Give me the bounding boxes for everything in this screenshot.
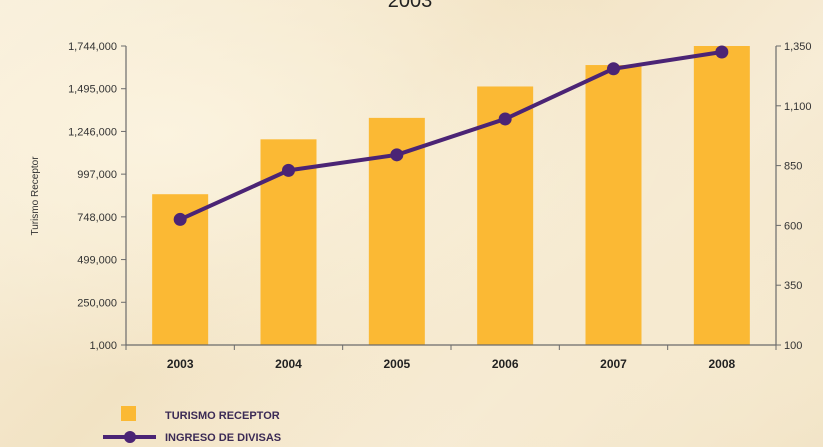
x-category-label: 2004: [275, 357, 302, 371]
axes-group: [121, 45, 781, 350]
left-tick-label: 499,000: [77, 255, 117, 267]
left-tick-label: 1,246,000: [68, 126, 117, 138]
tick-labels-group: 1,744,000 1,495,000 1,246,000 997,000 748,00…: [68, 41, 811, 371]
left-tick-label: 997,000: [77, 169, 117, 181]
right-tick-label: 350: [784, 280, 802, 292]
left-tick-label: 250,000: [77, 297, 117, 309]
bar-series-group: [152, 46, 750, 345]
right-tick-label: 600: [784, 220, 802, 232]
line-point-2008: [715, 45, 729, 59]
x-category-label: 2006: [492, 357, 519, 371]
line-point-2006: [498, 112, 512, 126]
right-tick-label: 100: [784, 340, 802, 352]
line-point-2007: [607, 62, 620, 76]
bar-2006: [477, 86, 534, 345]
right-tick-label: 850: [784, 161, 802, 173]
x-category-label: 2005: [383, 357, 410, 371]
left-tick-label: 1,495,000: [68, 84, 117, 96]
left-tick-label: 1,000: [89, 340, 117, 352]
legend: TURISMO RECEPTOR INGRESO DE DIVISAS: [103, 406, 281, 444]
legend-swatch-bar: [121, 406, 136, 421]
legend-marker-swatch: [124, 431, 136, 443]
line-point-2004: [282, 163, 295, 177]
bar-2007: [585, 65, 642, 345]
x-category-label: 2003: [167, 357, 194, 371]
line-point-2003: [173, 212, 187, 226]
legend-label-turismo: TURISMO RECEPTOR: [165, 410, 280, 422]
legend-label-divisas: INGRESO DE DIVISAS: [165, 432, 281, 444]
line-series-group: [173, 45, 729, 226]
x-category-label: 2008: [708, 357, 735, 371]
line-point-2005: [390, 148, 404, 162]
y-axis-label: Turismo Receptor: [30, 156, 41, 236]
bar-2008: [693, 46, 750, 345]
right-tick-label: 1,350: [784, 41, 812, 53]
chart-title-fragment: 2003: [387, 0, 433, 12]
left-tick-label: 1,744,000: [68, 41, 117, 53]
ingreso-divisas-line: [179, 50, 723, 222]
left-tick-label: 748,000: [77, 212, 117, 224]
x-category-label: 2007: [600, 357, 627, 371]
right-tick-label: 1,100: [784, 101, 812, 113]
